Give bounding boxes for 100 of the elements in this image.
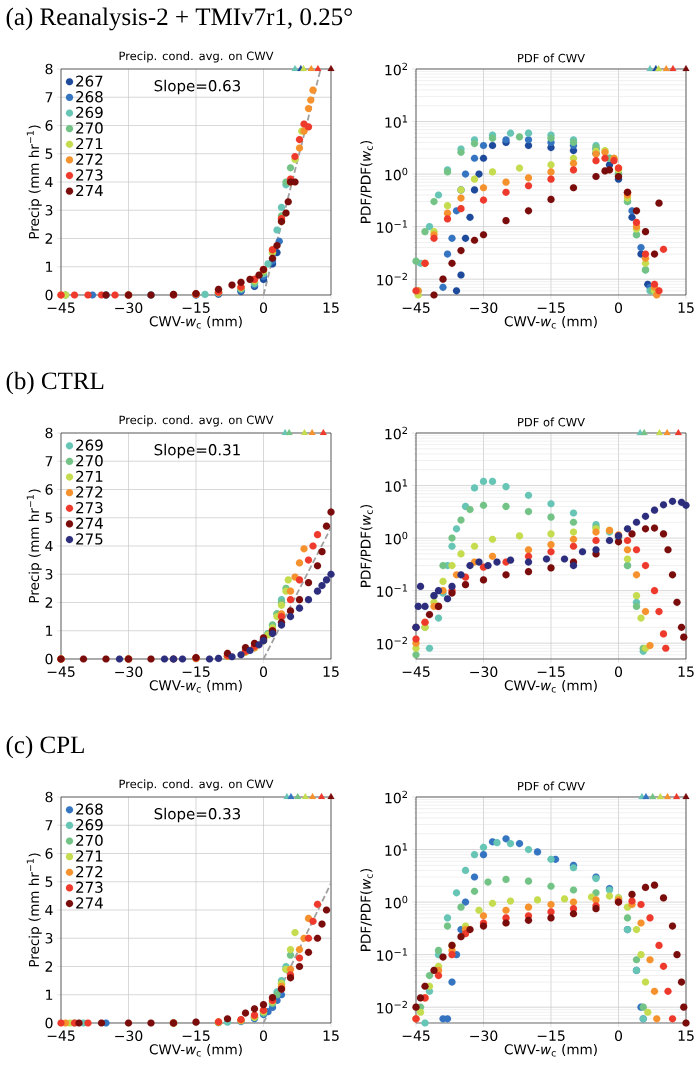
y-tick-label: 7 (45, 92, 53, 103)
y-tick-label: 10$^{0}$ (385, 167, 408, 181)
legend-label: 272 (76, 153, 103, 165)
x-tick-label: −45 (402, 666, 430, 677)
legend-label: 271 (76, 470, 103, 482)
chart-title: PDF of CWV (517, 53, 585, 63)
legend-label: 270 (76, 455, 103, 467)
chart-subtitle: Precip. cond. avg. on CWV (119, 415, 274, 427)
x-tick-label: −15 (537, 666, 565, 677)
y-tick-label: 1 (45, 261, 53, 272)
legend-label: 273 (76, 881, 103, 893)
x-axis-title: CWV-w$_{c}$ (mm) (504, 1043, 597, 1057)
x-tick-label: 0 (259, 1030, 267, 1042)
x-tick-label: 15 (323, 1030, 339, 1041)
y-tick-label: 0 (45, 653, 53, 665)
legend-label: 271 (76, 137, 103, 150)
chart-title: (c) CPL (6, 735, 84, 759)
x-tick-label: −45 (47, 302, 75, 313)
legend-label: 268 (76, 803, 103, 815)
x-tick-label: −30 (470, 666, 498, 678)
x-tick-label: 0 (259, 302, 267, 314)
y-tick-label: 1 (45, 625, 53, 636)
x-tick-label: 0 (259, 666, 267, 678)
x-tick-label: −15 (182, 302, 210, 313)
x-tick-label: 15 (323, 666, 339, 677)
legend-label: 269 (76, 439, 103, 451)
x-axis-title: CWV-w$_{c}$ (mm) (149, 1043, 242, 1057)
x-tick-label: 15 (678, 1030, 694, 1041)
x-tick-label: 0 (614, 666, 622, 678)
y-tick-label: 10$^{−2}$ (377, 272, 407, 286)
legend-label: 272 (76, 865, 103, 878)
x-tick-label: −30 (115, 1030, 143, 1042)
y-tick-label: 10$^{1}$ (385, 115, 407, 128)
legend-label: 270 (76, 834, 103, 847)
y-axis-title: PDF/PDF(w$_{c}$) (360, 868, 373, 951)
x-tick-label: 15 (678, 302, 694, 313)
y-tick-label: 10$^{−2}$ (377, 1000, 407, 1014)
annotation: Slope=0.63 (154, 79, 240, 95)
legend-label: 268 (76, 91, 103, 103)
y-tick-label: 0 (45, 1017, 53, 1029)
y-axis-title: PDF/PDF(w$_{c}$) (360, 504, 373, 587)
y-tick-label: 5 (45, 876, 53, 887)
legend-label: 274 (76, 184, 103, 197)
y-tick-label: 5 (45, 148, 53, 159)
y-tick-label: 10$^{2}$ (385, 790, 407, 804)
y-tick-label: 10$^{1}$ (385, 479, 407, 492)
y-tick-label: 2 (45, 597, 52, 608)
legend-label: 273 (76, 169, 103, 181)
y-tick-label: 10$^{−1}$ (377, 584, 407, 597)
y-tick-label: 6 (45, 484, 53, 495)
y-tick-label: 0 (45, 289, 53, 301)
x-tick-label: −45 (402, 1030, 430, 1041)
legend-label: 273 (76, 501, 103, 514)
chart-title: PDF of CWV (517, 781, 585, 791)
legend-label: 274 (76, 897, 103, 909)
y-tick-label: 3 (45, 932, 53, 944)
x-tick-label: −45 (47, 1030, 75, 1041)
x-tick-label: −15 (537, 1030, 565, 1041)
chart-title: (b) CTRL (6, 371, 104, 395)
legend-label: 267 (76, 75, 103, 87)
y-axis-title: Precip (mm hr$^{−1}$) (26, 125, 42, 239)
annotation: Slope=0.31 (154, 443, 240, 459)
y-tick-label: 10$^{0}$ (385, 895, 408, 909)
x-axis-title: CWV-w$_{c}$ (mm) (504, 679, 597, 693)
y-axis-title: PDF/PDF(w$_{c}$) (360, 140, 373, 223)
x-tick-label: −45 (402, 302, 430, 313)
chart-title: (a) Reanalysis-2 + TMIv7r1, 0.25° (6, 7, 352, 31)
legend-label: 272 (76, 486, 103, 498)
annotation: Slope=0.33 (154, 807, 240, 823)
y-tick-label: 6 (45, 848, 53, 859)
x-tick-label: −15 (537, 302, 565, 313)
x-tick-label: −30 (470, 302, 498, 314)
y-tick-label: 10$^{−1}$ (377, 220, 407, 233)
y-tick-label: 6 (45, 120, 53, 131)
y-tick-label: 4 (45, 904, 53, 916)
y-tick-label: 10$^{2}$ (385, 426, 407, 440)
y-tick-label: 4 (45, 176, 53, 188)
x-tick-label: 0 (614, 1030, 622, 1042)
x-tick-label: −45 (47, 666, 75, 677)
y-tick-label: 8 (45, 791, 53, 803)
legend-label: 275 (76, 533, 103, 545)
y-tick-label: 4 (45, 540, 53, 552)
y-tick-label: 10$^{0}$ (385, 531, 408, 545)
y-tick-label: 10$^{1}$ (385, 843, 407, 856)
legend-label: 274 (76, 517, 103, 529)
x-tick-label: 15 (323, 302, 339, 313)
x-axis-title: CWV-w$_{c}$ (mm) (504, 315, 597, 329)
y-tick-label: 2 (45, 961, 52, 972)
y-tick-label: 10$^{−2}$ (377, 636, 407, 650)
x-tick-label: −30 (115, 302, 143, 314)
x-tick-label: −15 (182, 1030, 210, 1041)
x-axis-title: CWV-w$_{c}$ (mm) (149, 315, 242, 329)
legend-label: 269 (76, 819, 103, 831)
y-axis-title: Precip (mm hr$^{−1}$) (26, 489, 42, 603)
x-tick-label: −15 (182, 666, 210, 677)
y-tick-label: 8 (45, 63, 53, 75)
y-tick-label: 3 (45, 204, 53, 216)
chart-title: PDF of CWV (517, 417, 585, 427)
x-tick-label: 0 (614, 302, 622, 314)
y-axis-title: Precip (mm hr$^{−1}$) (26, 853, 42, 967)
